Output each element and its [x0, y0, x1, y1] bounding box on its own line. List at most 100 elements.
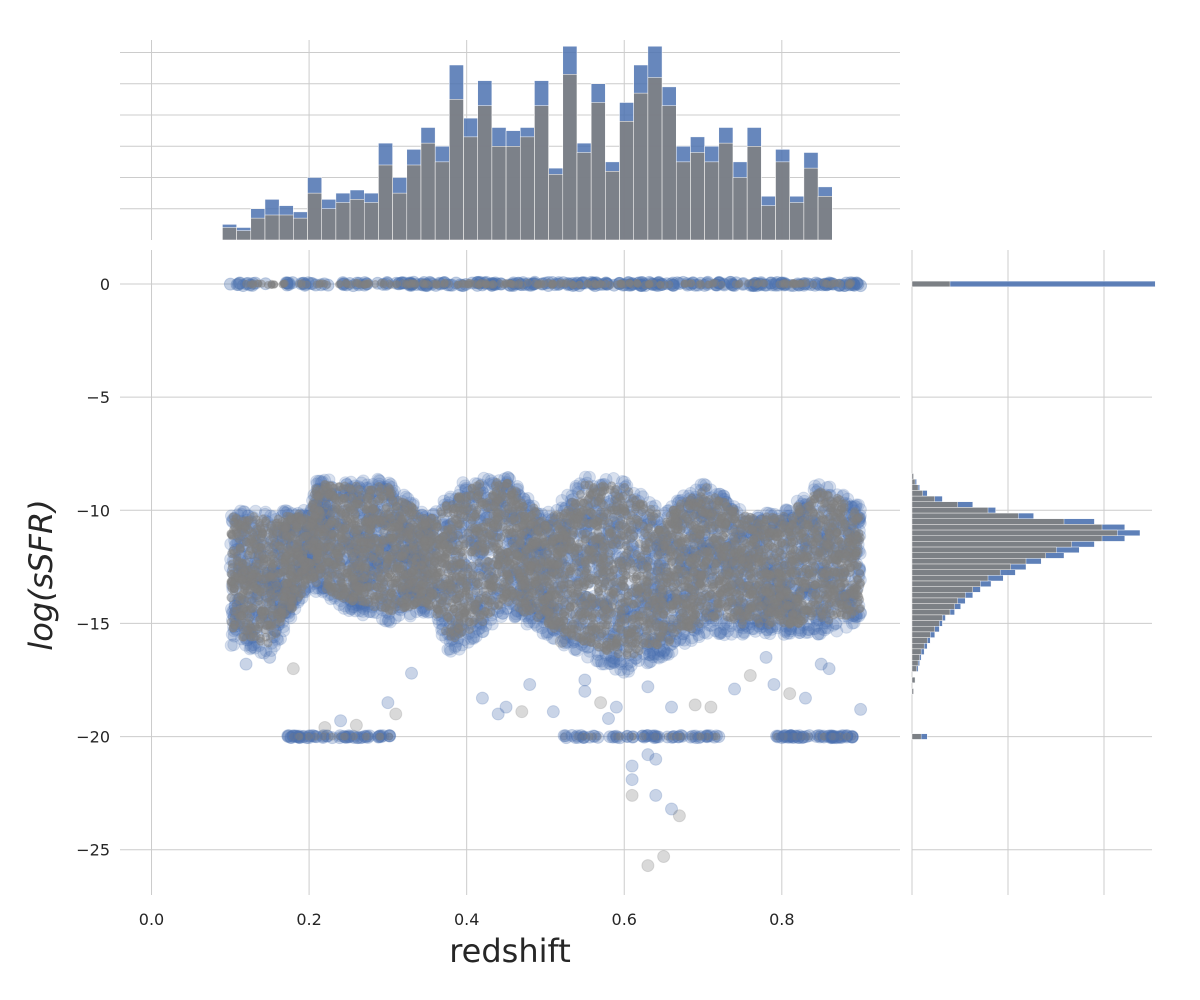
histogram-bar [250, 217, 266, 241]
scatter-point [735, 279, 744, 288]
scatter-point [797, 278, 811, 292]
scatter-point [646, 277, 660, 291]
histogram-bar [911, 541, 1072, 548]
scatter-point [479, 275, 493, 289]
histogram-bar [278, 214, 294, 241]
scatter-point [599, 276, 613, 290]
scatter-point [464, 280, 473, 289]
scatter-point [465, 276, 479, 290]
scatter-point [449, 276, 463, 290]
scatter-point [518, 278, 532, 292]
scatter-point [649, 278, 663, 292]
histogram-bar [911, 490, 923, 497]
scatter-point [437, 275, 451, 289]
scatter-point [248, 276, 262, 290]
scatter-point [586, 276, 600, 290]
scatter-point [694, 276, 708, 290]
scatter-point [343, 280, 352, 289]
histogram-bar [911, 631, 931, 638]
scatter-point [779, 277, 793, 291]
histogram-bar [911, 524, 1103, 531]
scatter-point [566, 276, 580, 290]
scatter-point [836, 280, 845, 289]
scatter-point [652, 276, 666, 290]
scatter-point [286, 276, 300, 290]
scatter-point [609, 662, 623, 676]
scatter-point [607, 278, 621, 292]
scatter-point [623, 278, 637, 292]
histogram-bar [236, 230, 252, 241]
scatter-point [386, 281, 395, 290]
scatter-point [408, 279, 417, 288]
scatter-point [231, 278, 245, 292]
histogram-bar [911, 473, 914, 480]
scatter-point [280, 276, 294, 290]
scatter-point [302, 280, 311, 289]
scatter-point [425, 277, 439, 291]
scatter-point [485, 617, 499, 631]
scatter-point [775, 276, 789, 290]
scatter-point [691, 278, 705, 292]
scatter-point [485, 278, 499, 292]
scatter-point [508, 277, 522, 291]
histogram-bar [911, 614, 943, 621]
histogram-bar [911, 626, 935, 633]
scatter-point [713, 626, 727, 640]
scatter-point [775, 277, 789, 291]
scatter-point [651, 276, 665, 290]
scatter-point [644, 276, 658, 290]
histogram-bar [911, 637, 928, 644]
scatter-point [556, 276, 570, 290]
scatter-point [481, 278, 490, 287]
histogram-bar [911, 609, 951, 616]
histogram-bar [911, 643, 925, 650]
scatter-point [380, 276, 394, 290]
histogram-bar [911, 580, 981, 587]
histogram-bar [911, 648, 922, 655]
scatter-point [470, 276, 484, 290]
scatter-point [502, 278, 516, 292]
scatter-point [416, 278, 430, 292]
scatter-point [784, 278, 798, 292]
scatter-point [317, 277, 331, 291]
scatter-point [600, 277, 614, 291]
scatter-point [321, 278, 335, 292]
histogram-bar [911, 495, 935, 502]
scatter-point [793, 625, 807, 639]
scatter-point [298, 278, 312, 292]
histogram-bar [789, 202, 805, 241]
scatter-point [404, 277, 418, 291]
scatter-point [515, 278, 529, 292]
scatter-point [351, 278, 360, 287]
scatter-point [854, 279, 868, 293]
histogram-bar [392, 192, 408, 241]
histogram-bar [911, 518, 1065, 525]
histogram-bar [911, 512, 1019, 519]
histogram-bar [434, 161, 450, 241]
scatter-point [754, 277, 768, 291]
scatter-point [315, 280, 324, 289]
scatter-point [581, 650, 595, 664]
scatter-point [846, 280, 855, 289]
histogram-bar [222, 227, 237, 241]
scatter-point [638, 279, 652, 293]
scatter-point [769, 278, 783, 292]
scatter-point [395, 276, 409, 290]
scatter-point [371, 280, 380, 289]
scatter-point [749, 276, 763, 290]
scatter-point [523, 278, 532, 287]
scatter-point [712, 276, 726, 290]
scatter-point [337, 277, 351, 291]
scatter-point [651, 278, 665, 292]
scatter-point [552, 276, 566, 290]
histogram-bar [477, 105, 493, 241]
scatter-point [536, 277, 550, 291]
scatter-point [471, 275, 485, 289]
scatter-point [295, 279, 304, 288]
scatter-point [620, 279, 629, 288]
scatter-point [644, 280, 653, 289]
histogram-bar [911, 665, 917, 672]
scatter-point [323, 280, 332, 289]
scatter-point [588, 279, 602, 293]
histogram-bar [406, 164, 422, 241]
